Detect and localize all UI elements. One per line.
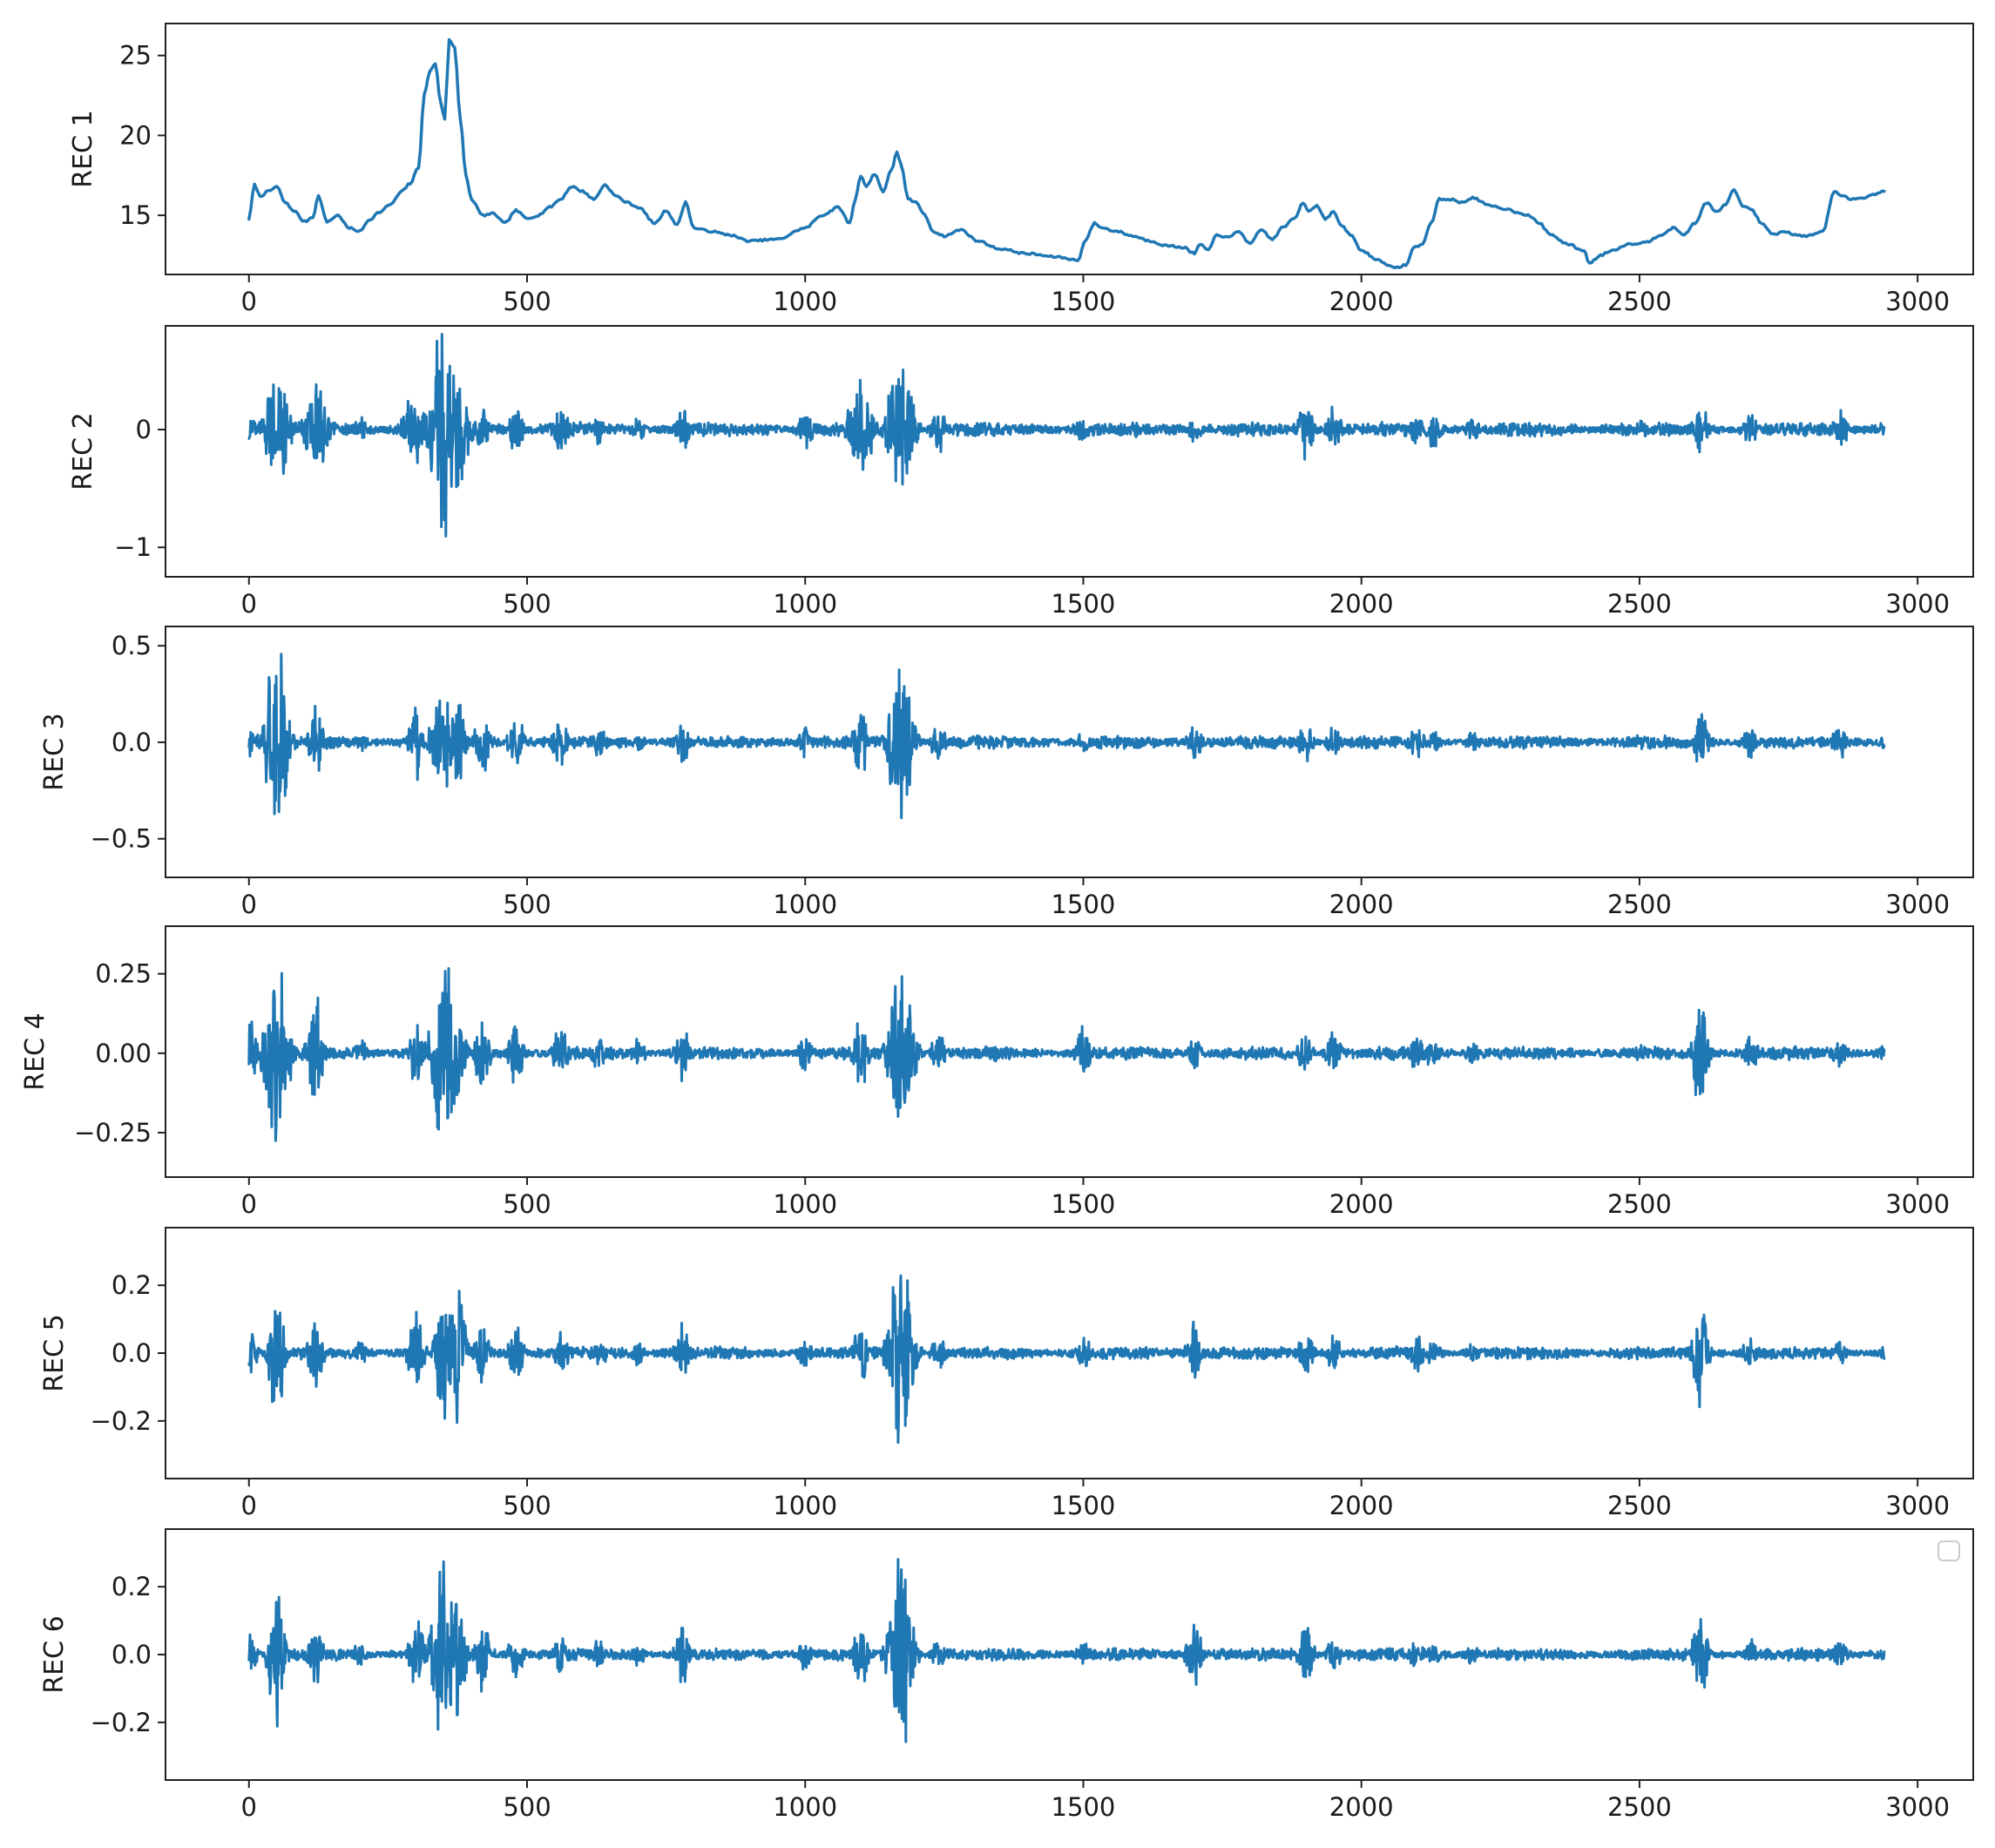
x-tick-label: 500 [503,287,551,316]
x-tick-label: 500 [503,1491,551,1520]
y-tick-label: 25 [119,41,152,71]
y-axis-label: REC 5 [39,1314,70,1391]
x-tick-label: 0 [241,589,257,619]
x-tick-label: 2000 [1329,1792,1394,1822]
x-tick-label: 1000 [773,890,837,919]
x-tick-label: 2000 [1329,589,1394,619]
y-axis-label: REC 1 [68,110,98,187]
x-tick-label: 2000 [1329,1189,1394,1219]
y-tick-label: 0.00 [95,1039,152,1068]
x-tick-label: 2500 [1607,287,1672,316]
y-tick-label: −0.2 [91,1708,152,1737]
y-tick-label: 0.0 [112,728,152,757]
x-tick-label: 500 [503,1189,551,1219]
x-tick-label: 500 [503,890,551,919]
x-tick-label: 1500 [1052,589,1116,619]
y-axis-label: REC 4 [20,1012,51,1090]
x-tick-label: 2500 [1607,1792,1672,1822]
x-tick-label: 3000 [1885,287,1950,316]
series-line-rec-4 [247,967,1886,1142]
x-tick-label: 1000 [773,287,837,316]
y-tick-label: 0.25 [95,959,152,989]
y-tick-label: −1 [114,532,152,562]
subplot-rec-5: 0 500 1000 1500 2000 2500 3000 −0.2 0.0 0.2 REC 5 [39,1227,1974,1520]
axes-frame [165,325,1974,578]
x-tick-label: 1500 [1052,1792,1116,1822]
y-tick-label: 0.2 [112,1572,152,1601]
axes-frame [165,925,1974,1178]
x-tick-label: 0 [241,1792,257,1822]
y-axis-label: REC 3 [39,713,70,790]
y-tick-label: −0.2 [91,1406,152,1436]
x-tick-label: 1000 [773,1189,837,1219]
x-tick-label: 0 [241,890,257,919]
y-tick-label: 15 [119,200,152,230]
subplot-rec-6: 0 500 1000 1500 2000 2500 3000 −0.2 0.0 0.2 REC 6 [39,1528,1974,1822]
y-tick-label: 0.0 [112,1338,152,1368]
x-tick-label: 500 [503,1792,551,1822]
subplot-rec-2: 0 500 1000 1500 2000 2500 3000 −1 0 REC 2 [68,325,1974,619]
x-tick-label: 3000 [1885,1491,1950,1520]
x-tick-label: 0 [241,1189,257,1219]
x-tick-label: 1000 [773,589,837,619]
x-tick-label: 2500 [1607,1189,1672,1219]
series-line-rec-5 [247,1274,1886,1445]
x-tick-label: 1500 [1052,890,1116,919]
y-tick-label: 0.2 [112,1270,152,1300]
subplot-rec-4: 0 500 1000 1500 2000 2500 3000 −0.25 0.00 0.25 REC… [20,925,1974,1219]
axes-frame [165,626,1974,878]
x-tick-label: 1500 [1052,1491,1116,1520]
x-tick-label: 3000 [1885,1189,1950,1219]
x-tick-label: 3000 [1885,890,1950,919]
y-axis-label: REC 2 [68,412,98,490]
legend-box [1938,1540,1960,1561]
x-tick-label: 0 [241,287,257,316]
axes-frame [165,23,1974,275]
series-line-rec-6 [247,1558,1886,1743]
x-tick-label: 1000 [773,1792,837,1822]
y-axis-label: REC 6 [39,1615,70,1693]
y-tick-label: 0 [136,415,152,444]
subplot-rec-3: 0 500 1000 1500 2000 2500 3000 −0.5 0.0 0.5 REC 3 [39,626,1974,919]
series-line-rec-1 [247,37,1886,270]
x-tick-label: 3000 [1885,1792,1950,1822]
y-tick-label: −0.25 [74,1118,152,1147]
x-tick-label: 2000 [1329,890,1394,919]
y-tick-label: 0.5 [112,631,152,660]
x-tick-label: 2500 [1607,589,1672,619]
y-tick-label: 20 [119,120,152,150]
x-tick-label: 2000 [1329,1491,1394,1520]
y-tick-label: −0.5 [91,824,152,854]
x-tick-label: 0 [241,1491,257,1520]
series-line-rec-3 [247,653,1886,820]
x-tick-label: 2500 [1607,890,1672,919]
x-tick-label: 1500 [1052,1189,1116,1219]
x-tick-label: 2500 [1607,1491,1672,1520]
x-tick-label: 1500 [1052,287,1116,316]
x-tick-label: 2000 [1329,287,1394,316]
y-tick-label: 0.0 [112,1640,152,1669]
x-tick-label: 500 [503,589,551,619]
series-line-rec-2 [247,333,1886,538]
subplot-rec-1: 0 500 1000 1500 2000 2500 3000 15 20 25 REC 1 [68,23,1974,316]
x-tick-label: 1000 [773,1491,837,1520]
x-tick-label: 3000 [1885,589,1950,619]
